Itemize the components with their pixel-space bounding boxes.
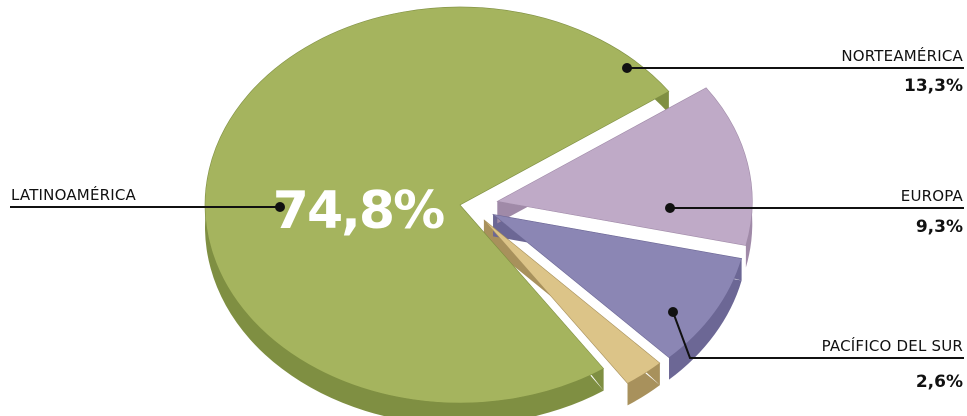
slice-norteamerica	[496, 87, 753, 246]
leader-line-pacifico-del-sur	[672, 311, 964, 359]
slice-pacifico-del-sur	[483, 219, 661, 384]
leader-dot-europa	[665, 203, 675, 213]
slice-value-latinoamerica-big: 74,8%	[273, 181, 444, 241]
slice-latinoamerica	[204, 6, 670, 404]
pie-top-layer	[204, 6, 753, 404]
slice-label-europa: EUROPA	[901, 187, 964, 205]
slice-europa	[491, 213, 743, 359]
slice-label-norteamerica: NORTEAMÉRICA	[841, 46, 963, 65]
callout-latinoamerica: LATINOAMÉRICA	[10, 185, 285, 212]
callout-europa: EUROPA 9,3%	[665, 187, 964, 237]
slice-value-pacifico-del-sur: 2,6%	[916, 372, 963, 392]
slice-value-europa: 9,3%	[916, 217, 963, 237]
leader-dot-pacifico-del-sur	[668, 307, 678, 317]
slice-value-norteamerica: 13,3%	[904, 76, 963, 96]
leader-dot-norteamerica	[622, 63, 632, 73]
slice-label-latinoamerica: LATINOAMÉRICA	[11, 185, 137, 204]
slice-label-pacifico-del-sur: PACÍFICO DEL SUR	[822, 336, 963, 355]
leader-dot-latinoamerica	[275, 202, 285, 212]
callout-norteamerica: NORTEAMÉRICA 13,3%	[622, 46, 964, 96]
callout-pacifico-del-sur: PACÍFICO DEL SUR 2,6%	[668, 307, 964, 392]
